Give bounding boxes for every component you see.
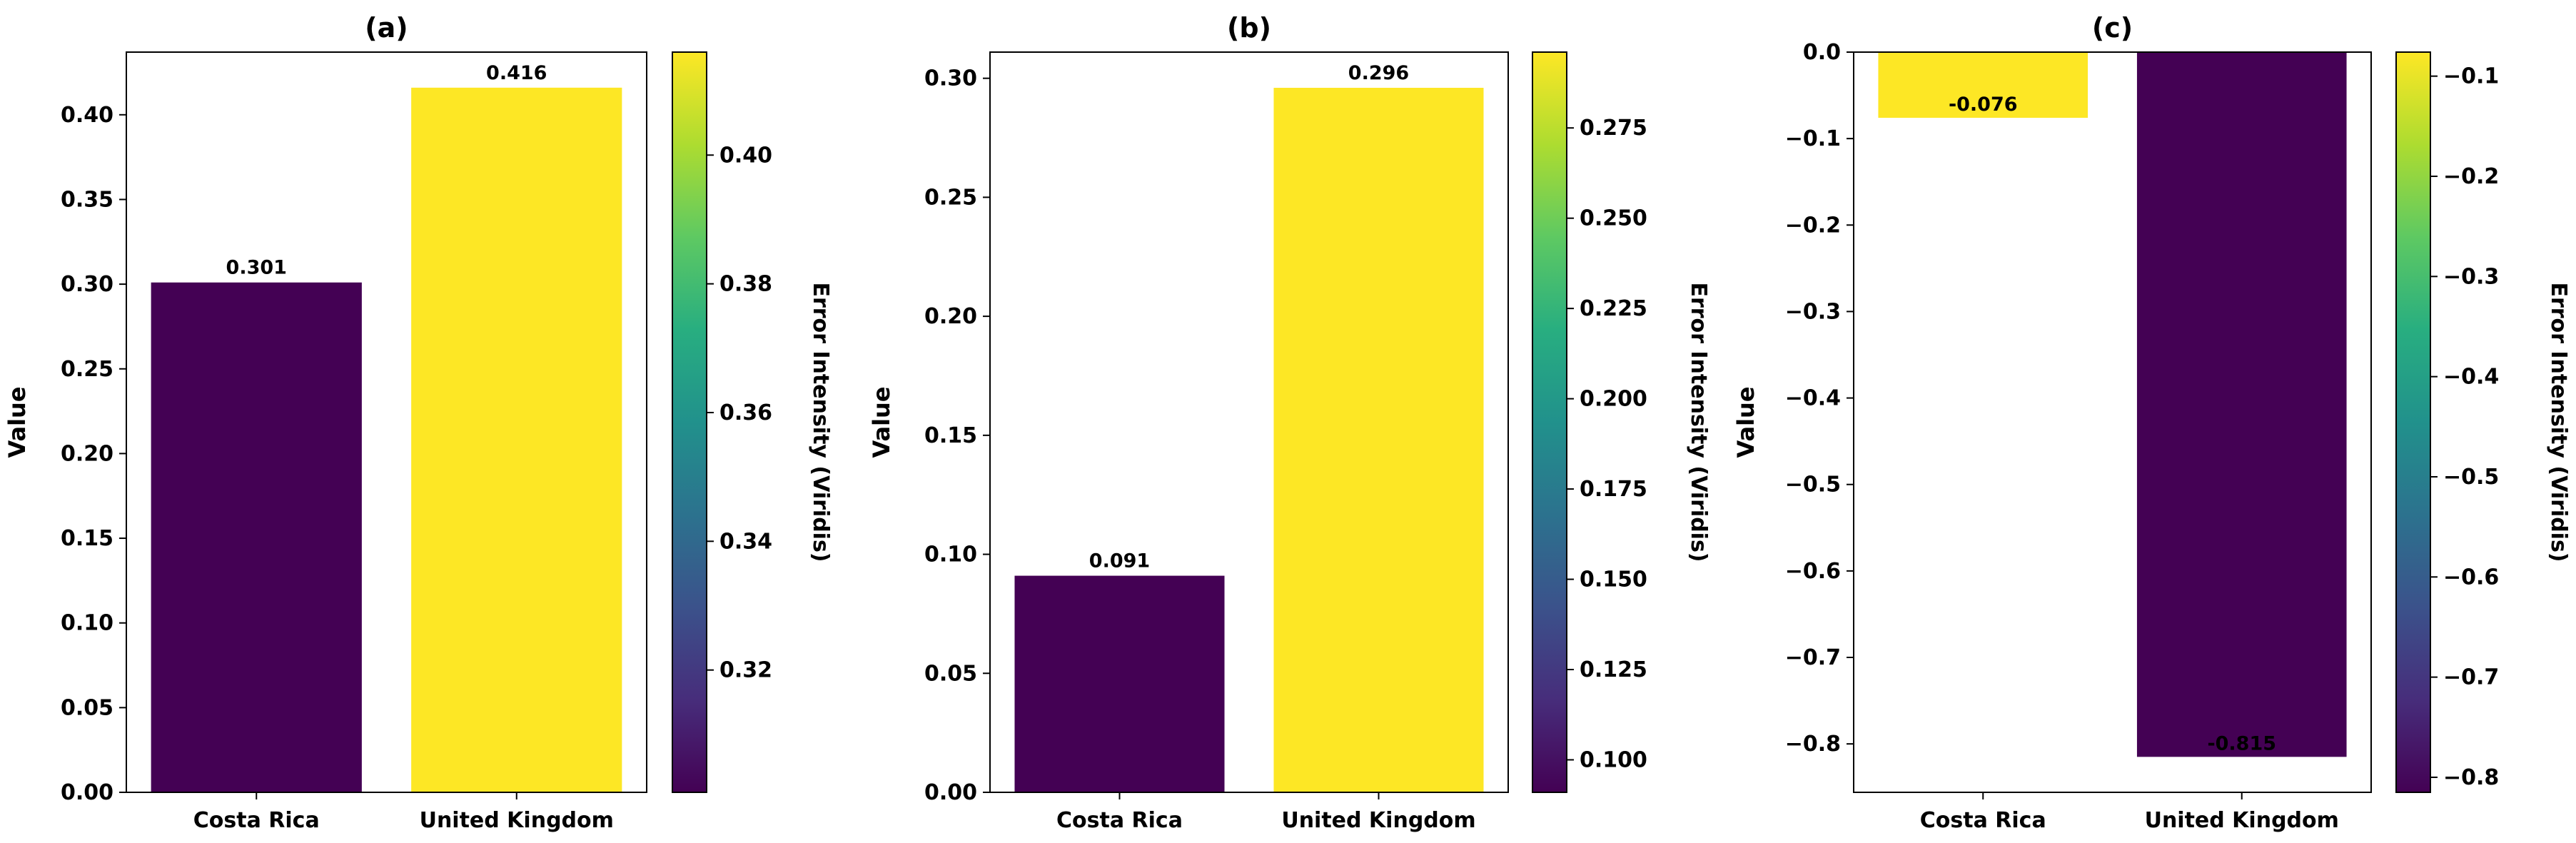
data-label: 0.416 <box>486 62 547 84</box>
y-tick-label: −0.8 <box>1785 732 1841 757</box>
colorbar-tick-label: −0.8 <box>2443 765 2499 790</box>
y-tick-label: 0.35 <box>61 187 113 212</box>
y-tick-label: −0.4 <box>1785 386 1841 411</box>
colorbar <box>672 51 707 793</box>
colorbar-tick-label: 0.32 <box>719 658 772 683</box>
panel-a: (a) 0.301 Costa Rica 0.416 United Kingdom 0.0… <box>4 12 833 833</box>
colorbar-tick-label: −0.7 <box>2443 665 2499 690</box>
y-axis-label: Value <box>1732 386 1759 458</box>
axes-frame <box>126 51 647 793</box>
colorbar-label: Error Intensity (Viridis) <box>1686 282 1711 562</box>
bar <box>1878 52 2088 118</box>
bar <box>1273 88 1484 793</box>
panel-c: (c) -0.076 Costa Rica -0.815 United Kingdom 0… <box>1732 12 2571 833</box>
colorbar-tick-label: 0.125 <box>1580 657 1647 682</box>
y-tick-label: 0.30 <box>924 66 977 91</box>
y-tick-label: −0.1 <box>1785 126 1841 151</box>
colorbar-tick-label: 0.250 <box>1580 206 1647 231</box>
colorbar-tick-label: −0.5 <box>2443 465 2499 490</box>
y-tick-label: 0.40 <box>61 103 113 128</box>
x-tick-label: Costa Rica <box>1056 808 1183 833</box>
x-tick-label: United Kingdom <box>2145 808 2339 833</box>
data-label: 0.301 <box>226 257 287 279</box>
x-tick-label: Costa Rica <box>193 808 320 833</box>
y-tick-label: 0.15 <box>61 526 113 551</box>
colorbar-tick-label: 0.275 <box>1580 116 1647 141</box>
colorbar-label: Error Intensity (Viridis) <box>2546 282 2571 562</box>
y-tick-label: 0.25 <box>61 357 113 382</box>
x-tick-label: United Kingdom <box>420 808 614 833</box>
colorbar-label: Error Intensity (Viridis) <box>808 282 833 562</box>
y-axis-label: Value <box>4 386 31 458</box>
bar <box>411 87 622 793</box>
data-label: 0.091 <box>1089 550 1150 572</box>
y-tick-label: 0.05 <box>61 695 113 720</box>
data-label: -0.815 <box>2207 732 2276 754</box>
colorbar-tick-label: 0.38 <box>719 272 772 297</box>
colorbar-tick-label: 0.200 <box>1580 387 1647 412</box>
y-tick-label: −0.2 <box>1785 213 1841 238</box>
colorbar-tick-label: 0.100 <box>1580 747 1647 772</box>
panel-b: (b) 0.091 Costa Rica 0.296 United Kingdom 0.0… <box>868 12 1711 833</box>
axes-frame <box>1853 51 2372 793</box>
y-tick-label: 0.30 <box>61 272 113 297</box>
colorbar <box>2395 51 2431 793</box>
panel-title: (a) <box>365 12 408 44</box>
y-tick-label: −0.3 <box>1785 299 1841 324</box>
y-tick-label: 0.10 <box>924 542 977 567</box>
panel-title: (c) <box>2092 12 2133 44</box>
colorbar-tick-label: 0.150 <box>1580 567 1647 592</box>
colorbar-tick-label: 0.40 <box>719 143 772 168</box>
bar <box>1014 575 1225 792</box>
colorbar-tick-label: −0.4 <box>2443 365 2499 390</box>
data-label: -0.076 <box>1949 94 2018 116</box>
colorbar <box>1532 51 1567 793</box>
colorbar-tick-label: 0.225 <box>1580 296 1647 321</box>
y-tick-label: 0.15 <box>924 423 977 448</box>
y-tick-label: −0.6 <box>1785 559 1841 584</box>
colorbar-tick-label: 0.175 <box>1580 477 1647 502</box>
y-tick-label: 0.05 <box>924 661 977 686</box>
y-tick-label: 0.00 <box>924 780 977 805</box>
x-tick-label: Costa Rica <box>1920 808 2046 833</box>
y-tick-label: 0.25 <box>924 185 977 210</box>
colorbar-tick-label: −0.2 <box>2443 164 2499 189</box>
y-tick-label: −0.5 <box>1785 473 1841 498</box>
colorbar-tick-label: −0.3 <box>2443 264 2499 289</box>
x-tick-label: United Kingdom <box>1281 808 1475 833</box>
y-tick-label: 0.0 <box>1803 40 1841 65</box>
y-axis-label: Value <box>868 386 895 458</box>
y-tick-label: 0.00 <box>61 780 113 805</box>
panel-title: (b) <box>1227 12 1271 44</box>
bar <box>2136 52 2347 757</box>
y-tick-label: 0.20 <box>924 304 977 329</box>
y-tick-label: 0.10 <box>61 611 113 636</box>
colorbar-tick-label: −0.6 <box>2443 565 2499 590</box>
colorbar-tick-label: 0.34 <box>719 529 772 554</box>
colorbar-tick-label: 0.36 <box>719 400 772 425</box>
y-tick-label: −0.7 <box>1785 645 1841 670</box>
bar <box>151 282 362 793</box>
data-label: 0.296 <box>1348 62 1409 84</box>
y-tick-label: 0.20 <box>61 441 113 466</box>
colorbar-tick-label: −0.1 <box>2443 64 2499 89</box>
axes-frame <box>989 51 1509 793</box>
